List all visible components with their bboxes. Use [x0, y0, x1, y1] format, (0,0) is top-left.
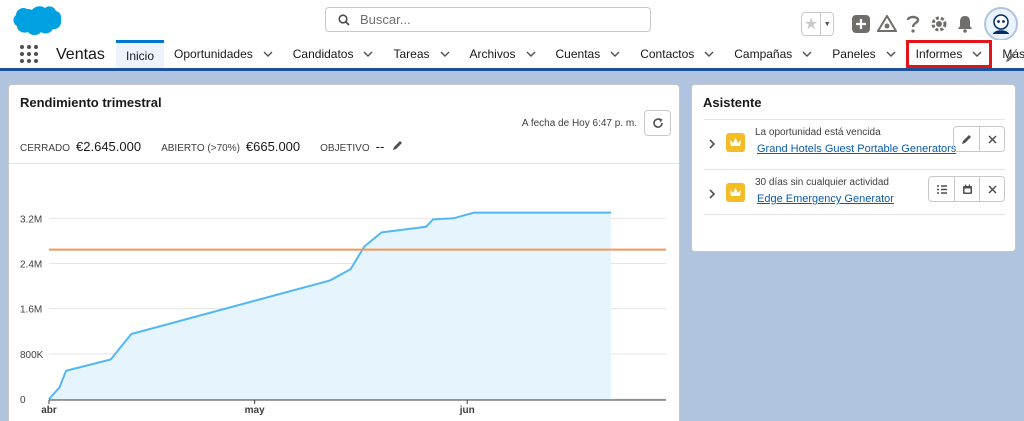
nav-tab-informes[interactable]: Informes: [905, 40, 993, 68]
assistant-card: Asistente La oportunidad está vencida Gr…: [691, 84, 1016, 252]
chevron-down-icon[interactable]: [886, 51, 896, 57]
assistant-item-link[interactable]: Edge Emergency Generator: [757, 193, 894, 205]
y-tick-label: 0: [20, 395, 26, 406]
favorites-control[interactable]: ★ ▼: [801, 12, 834, 36]
close-icon[interactable]: [979, 177, 1004, 201]
y-tick-label: 1.6M: [20, 305, 42, 316]
y-tick-label: 3.2M: [20, 214, 42, 225]
chevron-down-icon[interactable]: [972, 51, 982, 57]
quarterly-performance-card: Rendimiento trimestral A fecha de Hoy 6:…: [8, 84, 680, 421]
refresh-button[interactable]: [644, 110, 671, 136]
chevron-down-icon[interactable]: [704, 51, 714, 57]
global-header: Buscar... ★ ▼: [0, 0, 1024, 41]
performance-title: Rendimiento trimestral: [20, 95, 162, 110]
nav-tab-contactos[interactable]: Contactos: [630, 40, 724, 68]
opportunity-crown-icon: [726, 133, 745, 152]
edit-nav-pencil-icon[interactable]: [1005, 50, 1016, 68]
nav-tab-label: Oportunidades: [174, 47, 253, 61]
chevron-down-icon[interactable]: [526, 51, 536, 57]
expand-chevron-icon[interactable]: [708, 136, 716, 154]
help-icon[interactable]: [900, 12, 926, 36]
chevron-down-icon[interactable]: [363, 51, 373, 57]
x-tick-label: jun: [459, 405, 475, 416]
assistant-item-link[interactable]: Grand Hotels Guest Portable Generators: [757, 143, 957, 155]
cloud-logo-shape: [13, 6, 62, 35]
nav-tab-label: Cuentas: [555, 47, 601, 61]
closed-label: CERRADO: [20, 143, 71, 154]
calendar-icon[interactable]: [954, 177, 979, 201]
assistant-item: La oportunidad está vencida Grand Hotels…: [704, 119, 1005, 165]
star-icon[interactable]: ★: [804, 16, 819, 33]
search-box[interactable]: Buscar...: [325, 7, 651, 32]
chevron-down-icon[interactable]: [610, 51, 620, 57]
nav-tab-label: Candidatos: [292, 47, 354, 61]
target-value: --: [375, 139, 385, 154]
nav-tab-label: Informes: [915, 47, 963, 61]
nav-tab-label: Paneles: [832, 47, 876, 61]
card-divider: [9, 163, 679, 164]
open-value: €665.000: [245, 139, 301, 154]
as-of-timestamp: A fecha de Hoy 6:47 p. m.: [521, 118, 637, 129]
expand-chevron-icon[interactable]: [708, 186, 716, 204]
edit-icon[interactable]: [954, 127, 979, 151]
nav-tab-paneles[interactable]: Paneles: [822, 40, 905, 68]
search-placeholder: Buscar...: [360, 12, 411, 27]
notifications-bell-icon[interactable]: [952, 12, 978, 36]
user-avatar[interactable]: [984, 7, 1018, 41]
nav-tab-tareas[interactable]: Tareas: [383, 40, 459, 68]
y-tick-label: 2.4M: [20, 259, 42, 270]
opportunity-crown-icon: [726, 183, 745, 202]
closed-value: €2.645.000: [76, 139, 142, 154]
assistant-item-actions: [928, 176, 1005, 202]
series-area: [49, 212, 612, 399]
global-actions-icon[interactable]: [848, 12, 874, 36]
nav-tab-archivos[interactable]: Archivos: [460, 40, 546, 68]
nav-tab-candidatos[interactable]: Candidatos: [283, 40, 384, 68]
target-label: OBJETIVO: [320, 143, 370, 154]
nav-tab-label: Contactos: [640, 47, 695, 61]
nav-tab-label: Archivos: [469, 47, 516, 61]
chevron-down-icon[interactable]: [802, 51, 812, 57]
assistant-item: 30 días sin cualquier actividad Edge Eme…: [704, 169, 1005, 215]
nav-tab-inicio[interactable]: Inicio: [116, 40, 165, 68]
header-utility-icons: ★ ▼: [801, 7, 1024, 41]
y-tick-label: 800K: [20, 350, 44, 361]
app-navigation-bar: Ventas Inicio Oportunidades Candidatos Tare…: [0, 40, 1024, 71]
trailhead-icon[interactable]: [874, 12, 900, 36]
nav-tab-campanas[interactable]: Campañas: [724, 40, 822, 68]
chevron-down-icon[interactable]: [263, 51, 273, 57]
x-tick-label: may: [245, 405, 265, 416]
assistant-item-actions: [953, 126, 1005, 152]
app-name: Ventas: [56, 46, 105, 63]
edit-target-pencil-icon[interactable]: [392, 140, 403, 151]
salesforce-logo[interactable]: [12, 4, 62, 38]
x-tick-label: abr: [41, 405, 57, 416]
series-line: [48, 211, 612, 400]
refresh-icon: [652, 118, 663, 128]
assistant-item-text: 30 días sin cualquier actividad: [755, 177, 889, 188]
open-label: ABIERTO (>70%): [161, 143, 240, 154]
search-icon: [338, 13, 350, 26]
setup-gear-icon[interactable]: [926, 12, 952, 36]
app-launcher-icon[interactable]: [20, 45, 38, 63]
assistant-item-text: La oportunidad está vencida: [755, 127, 881, 138]
nav-tab-label: Campañas: [734, 47, 793, 61]
nav-tab-oportunidades[interactable]: Oportunidades: [164, 40, 283, 68]
nav-tabs: Inicio Oportunidades Candidatos Tareas Archi…: [116, 40, 1024, 71]
performance-stats: CERRADO €2.645.000 ABIERTO (>70%) €665.0…: [20, 139, 403, 154]
assistant-title: Asistente: [703, 95, 762, 110]
nav-tab-label: Tareas: [393, 47, 430, 61]
chevron-down-icon[interactable]: [440, 51, 450, 57]
performance-chart: 0 800K 1.6M 2.4M 3.2M abr may jun: [20, 211, 666, 416]
new-task-icon[interactable]: [929, 177, 954, 201]
favorites-dropdown-icon[interactable]: ▼: [820, 13, 833, 35]
nav-tab-cuentas[interactable]: Cuentas: [546, 40, 631, 68]
close-icon[interactable]: [979, 127, 1004, 151]
nav-tab-label: Inicio: [126, 48, 155, 63]
